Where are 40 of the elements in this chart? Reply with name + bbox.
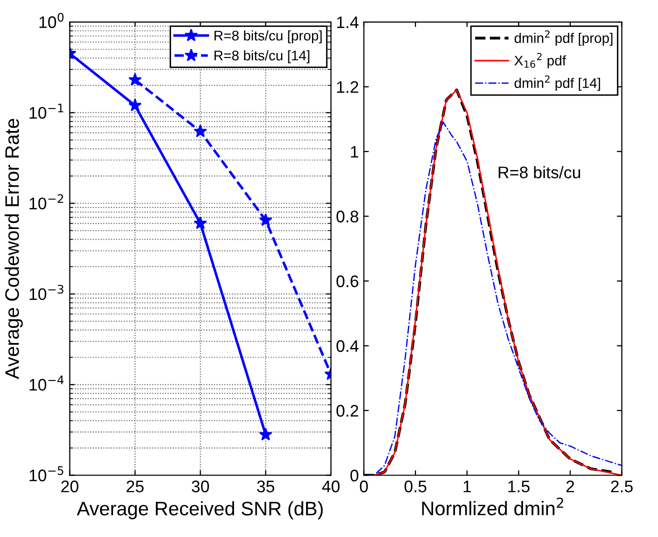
x-tick-label: 2 [566, 480, 574, 492]
point [128, 72, 142, 86]
point [194, 124, 207, 138]
y-tick-label: 1.2 [337, 81, 358, 93]
x-tick-label: 1.5 [508, 480, 530, 492]
y-axis-title: Average Codeword Error Rate [4, 118, 23, 380]
y-tick-label: 0 [350, 470, 358, 482]
x-axis-title: Average Received SNR (dB) [76, 501, 323, 520]
x-axis-title: Normlized dmin$^{2}$ [422, 498, 564, 516]
y-tick-label: 1.4 [337, 16, 359, 28]
x-tick-label: 1 [464, 480, 471, 492]
legend-label: dmin$^{2}$ pdf [prop] [514, 30, 612, 46]
x-tick-label: 25 [126, 480, 144, 492]
y-tick-label: 1 [351, 146, 358, 158]
y-tick-label: 0.6 [336, 275, 358, 288]
legend-label: R=8 bits/cu [prop] [214, 30, 322, 44]
x-tick-label: 20 [61, 480, 78, 492]
x-tick-label: 2.5 [611, 480, 633, 492]
x-tick-label: 40 [322, 480, 340, 492]
y-tick-label: 10$^{−2}$ [30, 194, 64, 210]
y-tick-label: 10$^{−1}$ [30, 104, 64, 119]
legend-label: dmin$^{2}$ pdf [14] [514, 75, 600, 91]
point [259, 428, 272, 440]
y-tick-label: 10$^{0}$ [39, 12, 64, 28]
y-tick-label: 10$^{−5}$ [30, 466, 64, 482]
y-tick-label: 0.4 [336, 340, 359, 352]
y-tick-label: 10$^{−4}$ [30, 376, 64, 391]
x-tick-label: 35 [257, 480, 274, 492]
y-tick-label: 0.2 [336, 404, 358, 417]
x-tick-label: 0 [360, 480, 368, 492]
legend-label: X$_{16}$$^{2}$ pdf [514, 52, 566, 68]
x-tick-label: 0.5 [404, 480, 426, 492]
point [259, 213, 272, 226]
x-tick-label: 30 [192, 480, 209, 492]
y-tick-label: 0.8 [336, 210, 358, 222]
annotation: R=8 bits/cu [498, 166, 580, 178]
point [128, 98, 142, 112]
legend-label: R=8 bits/cu [14] [214, 50, 310, 64]
y-tick-label: 10$^{−3}$ [30, 284, 64, 300]
point [194, 216, 207, 230]
